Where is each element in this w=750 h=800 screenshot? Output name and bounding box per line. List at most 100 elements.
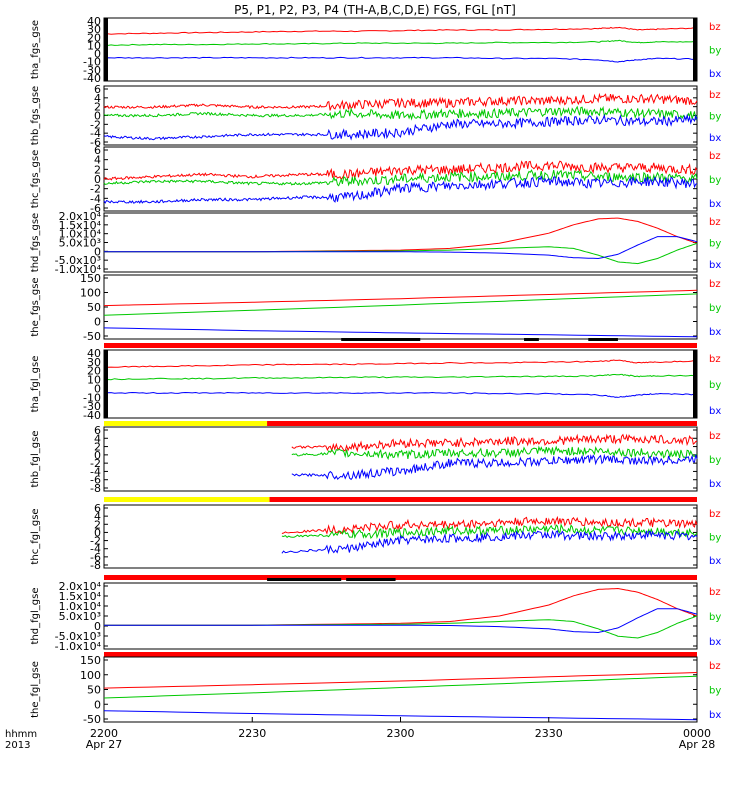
ytick-label: 4 xyxy=(94,92,101,105)
ytick-label: -1.0x10⁴ xyxy=(55,263,102,276)
ytick-label: -30 xyxy=(83,64,101,77)
ytick-label: -4 xyxy=(90,543,101,556)
panel-frame xyxy=(103,426,698,492)
ytick-label: -10 xyxy=(83,56,101,69)
ytick-label: 0 xyxy=(94,526,101,539)
legend-bz: bz xyxy=(709,354,721,365)
ylabel-the_fgl_gse: the_fgl_gse xyxy=(30,661,41,718)
ytick-label: 20 xyxy=(87,365,101,378)
xtick-label-0000: 0000 xyxy=(683,727,711,740)
series-bx-line xyxy=(104,391,698,398)
series-bz-line xyxy=(104,359,698,368)
ytick-label: 40 xyxy=(87,347,101,360)
legend-by: by xyxy=(709,46,721,57)
ytick-label: -5.0x10³ xyxy=(55,630,101,643)
ytick-label: 2 xyxy=(94,441,101,454)
ytick-label: 0 xyxy=(94,698,101,711)
panel-frame xyxy=(103,582,698,650)
panel-thd_fgs_gse: 2.0x10⁴1.5x10⁴1.0x10⁴5.0x10³0-5.0x10³-1.… xyxy=(30,210,721,276)
ytick-label: 0 xyxy=(94,173,101,186)
ytick-label: -4 xyxy=(90,192,101,205)
ytick-label: -4 xyxy=(90,465,101,478)
ytick-label: 150 xyxy=(80,654,101,667)
data-gap-right xyxy=(693,18,697,81)
ytick-label: 10 xyxy=(87,374,101,387)
ytick-label: -2 xyxy=(90,118,101,131)
xtick-sublabel-2200: Apr 27 xyxy=(86,738,123,751)
ytick-label: 2.0x10⁴ xyxy=(59,210,102,223)
ytick-label: 40 xyxy=(87,15,101,28)
ytick-label: 2 xyxy=(94,101,101,114)
legend-bx: bx xyxy=(709,479,721,490)
legend-bz: bz xyxy=(709,217,721,228)
data-gap-right xyxy=(693,350,697,418)
ytick-label: 20 xyxy=(87,31,101,44)
status-strip-1-seg-1 xyxy=(267,421,697,426)
ytick-label: 4 xyxy=(94,154,101,167)
ytick-label: 0 xyxy=(94,382,101,395)
panel-the_fgl_gse: 150 100 500 -50 the_fgl_gse bz by bx xyxy=(30,654,721,726)
ytick-label: 4 xyxy=(94,510,101,523)
legend-by: by xyxy=(709,175,721,186)
series-by-line xyxy=(291,445,698,461)
ytick-label: 150 xyxy=(80,272,101,285)
legend-by: by xyxy=(709,533,721,544)
figure-title: P5, P1, P2, P3, P4 (TH-A,B,C,D,E) FGS, F… xyxy=(234,3,516,17)
ytick-label: 6 xyxy=(94,502,101,515)
status-strip-4-seg-0 xyxy=(104,652,697,657)
ytick-label: 4 xyxy=(94,432,101,445)
ytick-label: -2 xyxy=(90,535,101,548)
ytick-label: -1.0x10⁴ xyxy=(55,640,102,653)
status-strip-1-seg-0 xyxy=(104,421,268,426)
legend-by: by xyxy=(709,380,721,391)
status-strip-3-seg-0 xyxy=(104,575,697,580)
ytick-label: -40 xyxy=(83,409,101,422)
ytick-label: -8 xyxy=(90,559,101,572)
series-bz-line xyxy=(103,289,698,307)
ytick-label: 0 xyxy=(94,110,101,123)
ytick-label: 6 xyxy=(94,424,101,437)
series-by-line xyxy=(103,39,698,47)
series-bx-line xyxy=(281,529,698,555)
series-bz-line xyxy=(281,515,698,535)
ylabel-thc_fgl_gse: thc_fgl_gse xyxy=(30,508,41,564)
legend-by: by xyxy=(709,239,721,250)
ytick-label: 6 xyxy=(94,144,101,157)
ytick-label: -6 xyxy=(90,202,101,215)
legend-bz: bz xyxy=(709,151,721,162)
series-bx-line xyxy=(103,710,698,721)
xtick-label-2330: 2330 xyxy=(535,727,563,740)
legend-bx: bx xyxy=(709,69,721,80)
series-bx-line xyxy=(103,113,698,141)
ytick-label: 1.0x10⁴ xyxy=(59,228,102,241)
ytick-label: 6 xyxy=(94,83,101,96)
legend-by: by xyxy=(709,686,721,697)
data-gap-left xyxy=(104,350,108,418)
axis-row-label-hhmm: hhmm xyxy=(5,729,37,740)
series-bx-line xyxy=(104,236,698,260)
ylabel-thb_fgl_gse: thb_fgl_gse xyxy=(30,431,41,488)
panel-frame xyxy=(103,17,698,82)
series-by-line xyxy=(103,293,698,316)
status-strip-0-seg-0 xyxy=(104,343,697,348)
series-bx-line xyxy=(103,56,698,63)
ytick-label: 1.5x10⁴ xyxy=(59,590,102,603)
legend-bx: bx xyxy=(709,199,721,210)
ylabel-thd_fgl_gse: thd_fgl_gse xyxy=(30,588,41,645)
ytick-label: 2 xyxy=(94,163,101,176)
series-bx-line xyxy=(104,608,698,634)
ytick-label: -4 xyxy=(90,127,101,140)
legend-bz: bz xyxy=(709,22,721,33)
panel-frame xyxy=(103,349,698,419)
ylabel-tha_fgl_gse: tha_fgl_gse xyxy=(30,356,41,413)
series-bz-line xyxy=(291,433,698,453)
ytick-label: 0 xyxy=(94,245,101,258)
quality-mark-4 xyxy=(346,578,396,581)
